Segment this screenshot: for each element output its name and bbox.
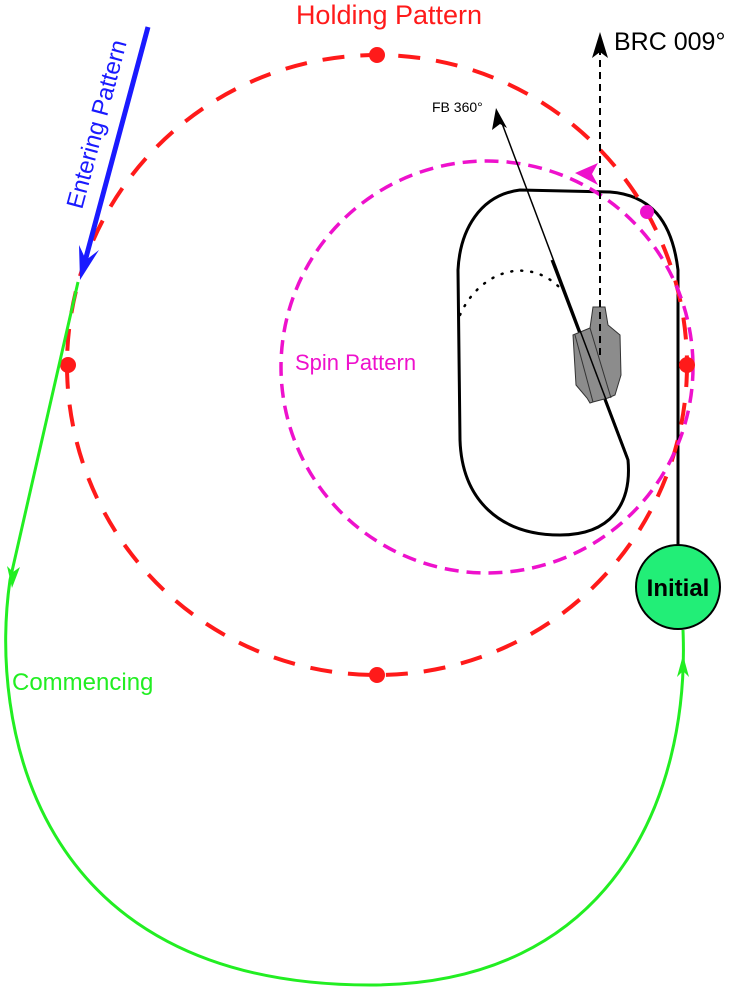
initial-point [635, 544, 721, 630]
holding-dot-bottom [369, 667, 385, 683]
holding-dot-top [369, 47, 385, 63]
brc-arrow-icon [592, 32, 608, 58]
initial-label: Initial [647, 575, 710, 602]
fb-heading-line [499, 117, 629, 459]
ship-track-outline [456, 188, 680, 545]
ship-icon [572, 306, 622, 404]
holding-dot-left [60, 357, 76, 373]
holding-dot-right [679, 357, 695, 373]
dotted-turn-arc [458, 269, 564, 317]
brc-label: BRC 009° [614, 28, 725, 56]
commencing-arrow-up-icon [677, 655, 689, 677]
entering-arrow-icon [79, 245, 99, 280]
spin-direction-arrow-icon [575, 163, 598, 185]
spin-start-dot [640, 205, 654, 219]
fb-arrow-icon [492, 108, 507, 130]
spin-pattern-label: Spin Pattern [295, 350, 416, 375]
fb-label: FB 360° [432, 99, 483, 115]
entering-line [81, 26, 151, 266]
holding-pattern-label: Holding Pattern [296, 0, 482, 30]
commencing-arrow-down-icon [7, 566, 20, 588]
commencing-path [4, 281, 685, 987]
commencing-label: Commencing [12, 669, 153, 696]
